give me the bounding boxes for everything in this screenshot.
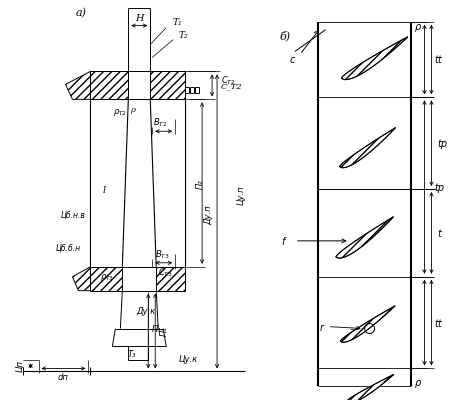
Text: П₁: П₁ — [152, 324, 162, 333]
Polygon shape — [342, 38, 408, 81]
Text: $\rho_{T2}$: $\rho_{T2}$ — [113, 107, 128, 117]
Polygon shape — [91, 267, 122, 291]
Text: f: f — [282, 236, 285, 246]
Text: Цу.п: Цу.п — [237, 185, 246, 205]
Polygon shape — [91, 72, 128, 100]
Text: H: H — [135, 14, 144, 23]
Text: t: t — [438, 228, 441, 238]
Text: T₁: T₁ — [172, 18, 182, 27]
Polygon shape — [336, 217, 393, 259]
Polygon shape — [336, 217, 393, 259]
Text: tр: tр — [434, 182, 445, 192]
Polygon shape — [150, 72, 185, 100]
Text: Ду.п: Ду.п — [204, 205, 213, 224]
Text: l: l — [102, 185, 105, 194]
Text: T₂: T₂ — [178, 31, 188, 40]
Text: t: t — [434, 55, 438, 65]
Text: t: t — [438, 55, 441, 65]
Text: t: t — [434, 318, 438, 328]
Text: dп: dп — [58, 372, 69, 381]
Polygon shape — [340, 128, 395, 168]
Text: t: t — [438, 318, 441, 328]
Text: Цб.б.н: Цб.б.н — [55, 243, 81, 252]
Text: $\rho_{T3}$: $\rho_{T3}$ — [100, 271, 115, 283]
Text: r: r — [320, 322, 324, 332]
Text: Цп: Цп — [16, 360, 25, 371]
Text: Ду.к: Ду.к — [137, 306, 155, 315]
Text: б): б) — [280, 30, 291, 41]
Text: C_T2: C_T2 — [221, 82, 243, 90]
Text: ρ: ρ — [414, 22, 421, 32]
Polygon shape — [346, 375, 393, 401]
Text: $C_{T3}$: $C_{T3}$ — [158, 266, 173, 278]
Text: $C_{T2}$: $C_{T2}$ — [221, 74, 236, 87]
Text: П₁: П₁ — [160, 326, 169, 336]
Text: Цу.к: Цу.к — [178, 354, 197, 363]
Text: ρ: ρ — [130, 106, 135, 114]
Text: $B_{T2}$: $B_{T2}$ — [153, 116, 168, 128]
Polygon shape — [340, 306, 395, 342]
Text: ρ: ρ — [414, 377, 421, 387]
Text: T₃: T₃ — [128, 349, 137, 358]
Text: $B_{T3}$: $B_{T3}$ — [155, 248, 170, 260]
Text: Цб.н.в: Цб.н.в — [61, 210, 85, 219]
Polygon shape — [65, 72, 91, 100]
Polygon shape — [156, 267, 185, 291]
Text: tр: tр — [438, 139, 447, 149]
Text: П₂: П₂ — [196, 179, 205, 188]
Polygon shape — [342, 38, 408, 81]
Polygon shape — [346, 375, 393, 401]
Polygon shape — [340, 128, 395, 168]
Text: c: c — [289, 55, 294, 65]
Text: а): а) — [75, 8, 86, 18]
Polygon shape — [73, 267, 91, 291]
Polygon shape — [340, 306, 395, 342]
